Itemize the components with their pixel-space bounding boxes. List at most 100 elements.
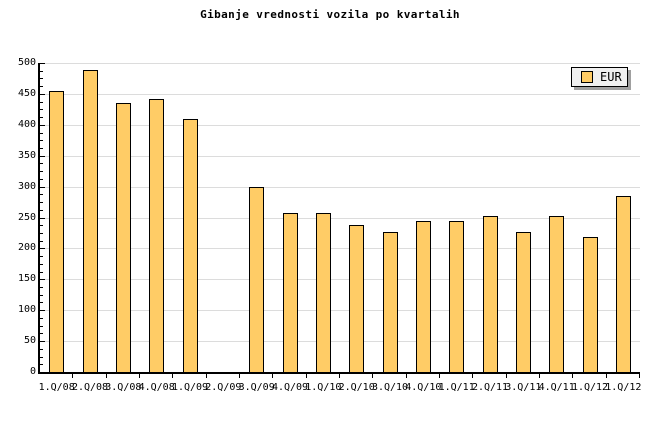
y-minor-tick: [40, 194, 43, 196]
y-minor-tick: [40, 101, 43, 103]
x-tick-label: 2.Q/10: [338, 382, 375, 393]
y-minor-tick: [40, 140, 43, 142]
x-tick: [172, 372, 174, 378]
bar: [615, 196, 631, 372]
bar: [282, 213, 298, 372]
y-major-tick: [40, 248, 45, 250]
bar: [549, 216, 565, 372]
x-tick: [239, 372, 240, 378]
y-minor-tick: [40, 171, 43, 173]
x-tick-label: 1.Q/08: [38, 382, 75, 393]
y-minor-tick: [40, 364, 43, 366]
x-tick-label: 1.Q/12: [605, 382, 642, 393]
y-major-tick: [40, 310, 45, 312]
y-minor-tick: [40, 294, 43, 296]
x-tick-label: 3.Q/11: [505, 382, 542, 393]
bar: [249, 187, 265, 372]
y-gridline: [40, 217, 640, 219]
bar: [482, 216, 498, 372]
y-major-tick: [40, 217, 45, 219]
y-minor-tick: [40, 240, 43, 242]
y-minor-tick: [40, 132, 43, 134]
y-tick-label: 400: [17, 118, 36, 130]
y-minor-tick: [40, 78, 43, 80]
y-minor-tick: [40, 209, 43, 211]
x-tick: [405, 372, 407, 378]
y-major-tick: [40, 63, 45, 64]
bar: [382, 232, 398, 372]
bar: [349, 225, 365, 372]
y-minor-tick: [40, 86, 43, 88]
y-minor-tick: [40, 356, 43, 358]
x-tick: [439, 372, 440, 378]
legend: EUR: [571, 67, 628, 87]
y-minor-tick: [40, 163, 43, 165]
x-tick: [105, 372, 107, 378]
x-tick: [539, 372, 540, 378]
bar: [582, 237, 598, 372]
x-tick-label: 2.Q/08: [71, 382, 109, 393]
x-tick: [339, 372, 340, 378]
x-tick-label: 3.Q/08: [105, 382, 142, 393]
bar: [149, 99, 165, 372]
bar: [415, 221, 431, 372]
x-tick-label: 1.Q/09: [171, 382, 209, 393]
y-minor-tick: [40, 333, 43, 335]
x-tick-label: 1.Q/11: [438, 382, 475, 393]
y-minor-tick: [40, 302, 43, 304]
y-major-tick: [40, 93, 45, 95]
x-tick: [472, 372, 474, 378]
y-tick-label: 0: [29, 366, 36, 377]
y-tick-label: 150: [17, 273, 36, 285]
x-tick-label: 2.Q/11: [471, 382, 509, 393]
y-major-tick: [40, 124, 45, 126]
x-tick-label: 3.Q/09: [238, 382, 275, 393]
x-tick-label: 4.Q/11: [538, 382, 575, 393]
x-tick: [305, 372, 307, 378]
x-tick-label: 2.Q/09: [205, 382, 242, 393]
y-minor-tick: [40, 325, 43, 327]
x-tick: [505, 372, 507, 378]
x-tick: [572, 372, 574, 378]
y-tick-label: 250: [17, 211, 36, 223]
plot-area: [38, 63, 640, 378]
y-major-tick: [40, 186, 45, 188]
y-tick-label: 50: [23, 335, 36, 347]
x-tick: [272, 372, 274, 378]
y-gridline: [40, 279, 640, 281]
x-tick-label: 1.Q/10: [305, 382, 342, 393]
x-tick: [205, 372, 207, 378]
y-gridline: [40, 124, 640, 126]
y-tick-label: 300: [17, 180, 36, 192]
y-minor-tick: [40, 256, 43, 258]
y-minor-tick: [40, 271, 43, 273]
x-tick-label: 1.Q/12: [571, 382, 609, 393]
y-gridline: [40, 155, 640, 157]
y-minor-tick: [40, 109, 43, 111]
y-tick-label: 500: [17, 57, 36, 68]
y-gridline: [40, 186, 640, 188]
bar: [49, 91, 65, 372]
x-tick: [72, 372, 74, 378]
legend-swatch-icon: [581, 71, 593, 83]
y-gridline: [40, 341, 640, 343]
y-tick-label: 450: [17, 87, 36, 99]
y-gridline: [40, 63, 640, 64]
y-minor-tick: [40, 348, 43, 350]
y-tick-label: 350: [17, 149, 36, 161]
bar: [82, 70, 98, 372]
bar: [182, 119, 198, 372]
y-major-tick: [40, 279, 45, 281]
y-gridline: [40, 93, 640, 95]
y-gridline: [40, 248, 640, 250]
y-minor-tick: [40, 232, 43, 234]
x-tick-label: 4.Q/09: [271, 382, 309, 393]
x-tick-label: 4.Q/08: [138, 382, 175, 393]
chart-title: Gibanje vrednosti vozila po kvartalih: [200, 8, 460, 21]
y-minor-tick: [40, 70, 43, 72]
x-tick-label: 4.Q/10: [405, 382, 442, 393]
x-tick: [139, 372, 140, 378]
y-minor-tick: [40, 178, 43, 180]
bar: [449, 221, 465, 372]
